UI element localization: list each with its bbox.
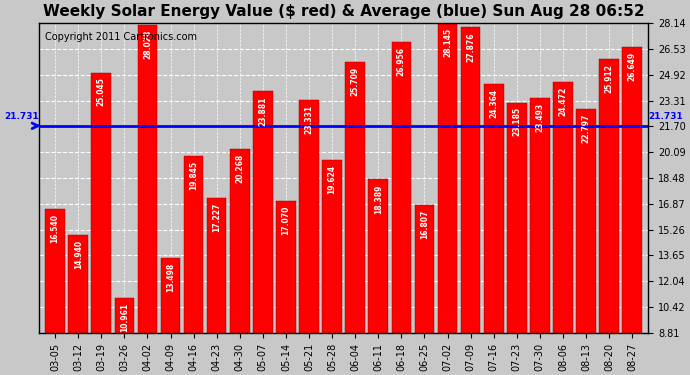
Text: 26.649: 26.649 (628, 52, 637, 81)
Text: Copyright 2011 Cartronics.com: Copyright 2011 Cartronics.com (45, 32, 197, 42)
Bar (507, 102, 526, 375)
Text: 23.331: 23.331 (304, 105, 313, 134)
Bar (391, 42, 411, 375)
Text: 25.045: 25.045 (97, 78, 106, 106)
Bar (137, 25, 157, 375)
Bar (161, 258, 180, 375)
Text: 27.876: 27.876 (466, 32, 475, 62)
Text: 23.493: 23.493 (535, 102, 544, 132)
Text: 28.028: 28.028 (143, 30, 152, 59)
Bar (230, 149, 250, 375)
Title: Weekly Solar Energy Value ($ red) & Average (blue) Sun Aug 28 06:52: Weekly Solar Energy Value ($ red) & Aver… (43, 4, 644, 19)
Bar (368, 179, 388, 375)
Text: 19.624: 19.624 (328, 164, 337, 194)
Bar (46, 209, 65, 375)
Bar (207, 198, 226, 375)
Text: 16.807: 16.807 (420, 210, 429, 239)
Bar (299, 100, 319, 375)
Text: 26.956: 26.956 (397, 47, 406, 76)
Text: 25.709: 25.709 (351, 67, 359, 96)
Text: 24.472: 24.472 (558, 87, 567, 116)
Text: 18.389: 18.389 (374, 184, 383, 213)
Bar (92, 73, 111, 375)
Bar (600, 59, 619, 375)
Text: 16.540: 16.540 (50, 214, 59, 243)
Bar (68, 235, 88, 375)
Text: 21.731: 21.731 (4, 112, 39, 121)
Text: 17.227: 17.227 (212, 203, 221, 232)
Bar (115, 298, 134, 375)
Text: 19.845: 19.845 (189, 161, 198, 190)
Bar (461, 27, 480, 375)
Text: 13.498: 13.498 (166, 262, 175, 292)
Bar (346, 62, 365, 375)
Bar (437, 23, 457, 375)
Text: 24.364: 24.364 (489, 88, 498, 117)
Bar (322, 160, 342, 375)
Bar (276, 201, 296, 375)
Text: 28.145: 28.145 (443, 28, 452, 57)
Text: 10.961: 10.961 (120, 303, 129, 332)
Bar (622, 47, 642, 375)
Bar (484, 84, 504, 375)
Bar (530, 98, 550, 375)
Text: 23.185: 23.185 (512, 107, 521, 136)
Text: 25.912: 25.912 (604, 64, 613, 93)
Bar (253, 92, 273, 375)
Bar (576, 109, 596, 375)
Bar (553, 82, 573, 375)
Text: 20.268: 20.268 (235, 154, 244, 183)
Text: 14.940: 14.940 (74, 240, 83, 268)
Text: 22.797: 22.797 (582, 114, 591, 143)
Text: 23.881: 23.881 (258, 96, 267, 126)
Text: 21.731: 21.731 (649, 112, 683, 121)
Bar (184, 156, 204, 375)
Bar (415, 205, 434, 375)
Text: 17.070: 17.070 (282, 205, 290, 235)
